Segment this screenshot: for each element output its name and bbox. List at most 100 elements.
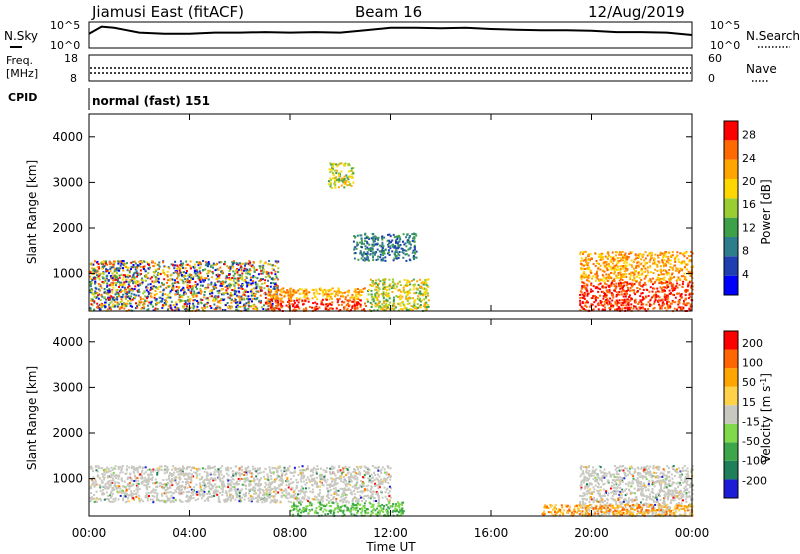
range-gate-cell [97, 297, 100, 300]
range-gate-cell [178, 478, 181, 481]
range-gate-cell [322, 495, 325, 498]
range-gate-cell [626, 298, 629, 301]
range-gate-cell [119, 281, 122, 284]
range-gate-cell [166, 275, 169, 278]
range-gate-cell [615, 285, 618, 288]
range-gate-cell [109, 306, 112, 309]
range-gate-cell [342, 181, 345, 184]
range-gate-cell [360, 239, 363, 242]
range-gate-cell [311, 483, 314, 486]
range-gate-cell [240, 262, 243, 265]
range-gate-cell [207, 261, 210, 263]
range-gate-cell [407, 309, 410, 312]
range-gate-cell [301, 465, 304, 468]
range-gate-cell [240, 269, 243, 271]
range-gate-cell [249, 290, 252, 293]
range-gate-cell [659, 278, 662, 281]
range-gate-cell [318, 292, 321, 295]
range-gate-cell [663, 259, 666, 261]
range-gate-cell [358, 294, 361, 297]
range-gate-cell [204, 279, 206, 282]
range-gate-cell [126, 269, 129, 272]
range-gate-cell [135, 482, 138, 485]
range-gate-cell [415, 287, 418, 290]
range-gate-cell [589, 258, 591, 261]
range-gate-cell [148, 262, 151, 265]
range-gate-cell [622, 304, 625, 307]
range-gate-cell [95, 296, 98, 299]
range-gate-cell [260, 289, 263, 292]
range-gate-cell [244, 477, 247, 480]
range-gate-cell [366, 246, 369, 249]
range-gate-cell [271, 299, 274, 301]
range-gate-cell [345, 179, 348, 182]
range-gate-cell [245, 487, 247, 490]
range-gate-cell [226, 285, 228, 288]
range-gate-cell [100, 263, 103, 266]
range-gate-cell [402, 240, 404, 243]
range-gate-cell [207, 275, 209, 277]
range-gate-cell [393, 257, 396, 260]
range-gate-cell [274, 270, 277, 273]
range-gate-cell [196, 469, 199, 472]
range-gate-cell [123, 286, 126, 289]
range-gate-cell [127, 283, 130, 286]
range-gate-cell [644, 308, 647, 311]
range-gate-cell [377, 501, 380, 504]
range-gate-cell [617, 301, 620, 304]
range-gate-cell [293, 299, 296, 302]
range-gate-cell [584, 301, 587, 304]
range-gate-cell [380, 306, 383, 309]
range-gate-cell [103, 493, 105, 496]
range-gate-cell [594, 273, 597, 276]
range-gate-cell [226, 265, 229, 268]
range-gate-cell [622, 302, 625, 305]
range-gate-cell [147, 267, 150, 270]
range-gate-cell [397, 257, 400, 259]
range-gate-cell [649, 258, 652, 261]
range-gate-cell [366, 494, 369, 497]
range-gate-cell [376, 248, 379, 251]
range-gate-cell [660, 287, 663, 290]
range-gate-cell [177, 275, 179, 278]
range-gate-cell [379, 253, 382, 256]
range-gate-cell [370, 289, 373, 292]
range-gate-cell [146, 479, 149, 482]
range-gate-cell [350, 167, 353, 170]
range-gate-cell [397, 252, 400, 255]
range-gate-cell [267, 483, 270, 486]
range-gate-cell [202, 479, 205, 482]
range-gate-cell [154, 276, 157, 278]
range-gate-cell [295, 291, 298, 294]
range-gate-cell [680, 252, 683, 255]
range-gate-cell [196, 274, 199, 277]
range-gate-cell [686, 257, 689, 260]
range-gate-cell [364, 247, 367, 250]
range-gate-cell [304, 299, 307, 302]
range-gate-cell [387, 243, 389, 246]
range-gate-cell [386, 295, 388, 298]
range-gate-cell [642, 307, 645, 310]
range-gate-cell [211, 487, 214, 490]
range-gate-cell [657, 273, 660, 276]
range-gate-cell [271, 264, 274, 267]
range-gate-cell [207, 271, 210, 274]
range-gate-cell [654, 253, 657, 256]
range-gate-cell [599, 264, 602, 267]
range-gate-cell [105, 262, 107, 265]
range-gate-cell [177, 483, 180, 485]
range-gate-cell [197, 291, 200, 294]
range-gate-cell [339, 469, 342, 472]
range-gate-cell [381, 482, 384, 485]
range-gate-cell [626, 308, 629, 311]
range-gate-cell [385, 309, 388, 312]
range-gate-cell [275, 275, 278, 277]
range-gate-cell [236, 488, 239, 491]
range-gate-cell [162, 289, 165, 292]
range-gate-cell [181, 296, 184, 299]
range-gate-cell [276, 295, 279, 297]
range-gate-cell [631, 285, 634, 288]
range-gate-cell [114, 260, 117, 263]
range-gate-cell [201, 476, 204, 479]
freq-tick-top: 18 [64, 52, 78, 65]
